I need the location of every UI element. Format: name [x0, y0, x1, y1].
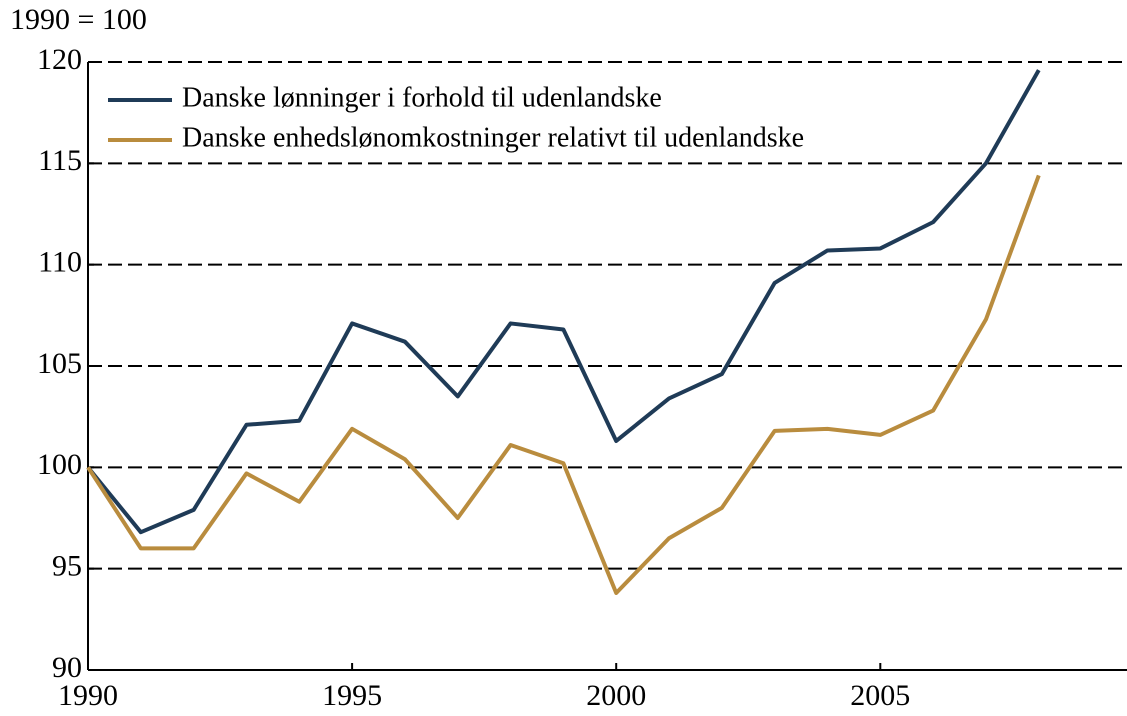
y-tick-label: 115: [38, 144, 82, 177]
y-tick-label: 100: [37, 448, 82, 481]
series-line: [86, 174, 1041, 595]
y-tick-label: 95: [52, 550, 82, 583]
x-tick-label: 2000: [586, 679, 646, 712]
x-tick-label: 2005: [850, 679, 910, 712]
y-tick-label: 90: [52, 651, 82, 684]
legend-label: Danske enhedslønomkostninger relativt ti…: [182, 122, 804, 153]
y-tick-label: 110: [38, 246, 82, 279]
y-tick-label: 105: [37, 347, 82, 380]
legend-label: Danske lønninger i forhold til udenlands…: [182, 82, 662, 113]
y-tick-label: 120: [37, 43, 82, 76]
x-tick-label: 1995: [322, 679, 382, 712]
y-axis-label: 1990 = 100: [10, 3, 147, 36]
series-line: [86, 69, 1041, 535]
x-tick-label: 1990: [58, 679, 118, 712]
